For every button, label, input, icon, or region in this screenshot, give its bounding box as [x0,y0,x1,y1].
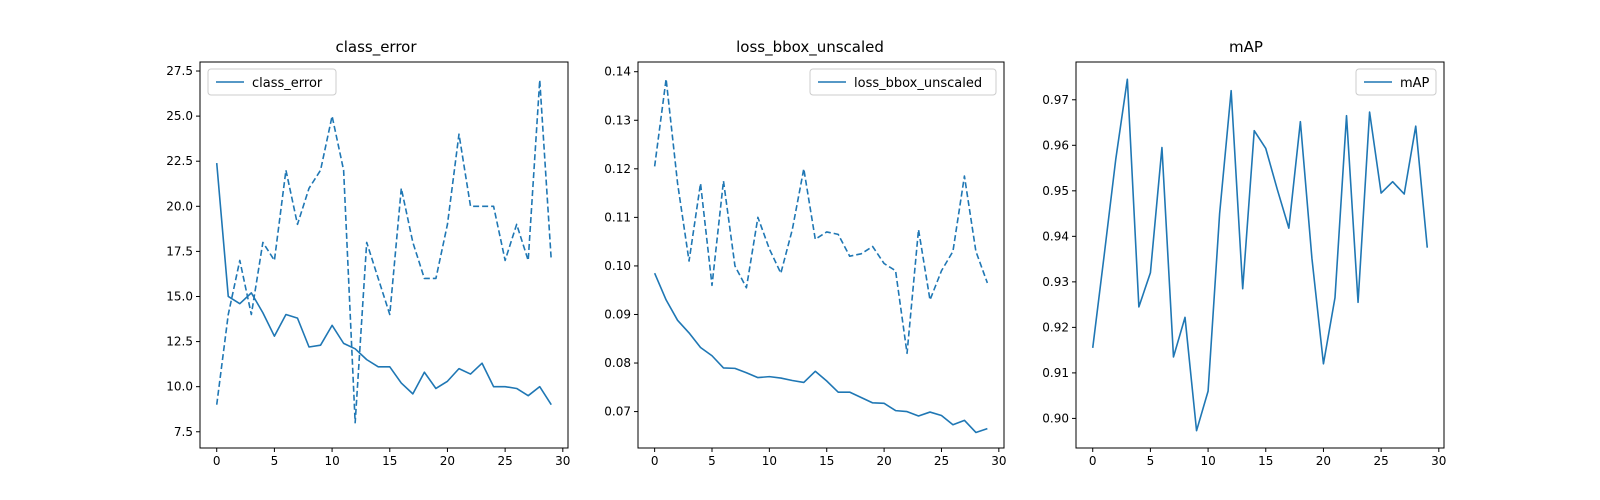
y-tick-label: 0.97 [1042,93,1069,107]
x-tick-label: 10 [762,454,777,468]
y-tick-label: 0.90 [1042,411,1069,425]
legend-label: class_error [252,76,323,91]
y-tick-label: 20.0 [166,199,193,213]
x-tick-label: 5 [271,454,279,468]
axes-frame [1075,61,1445,449]
x-tick-label: 25 [1373,454,1388,468]
axes-frame [199,61,569,449]
x-tick-label: 15 [1258,454,1273,468]
legend-box [1355,68,1437,96]
legend: class_error [207,68,337,96]
y-tick-label: 0.94 [1042,229,1069,243]
x-tick-label: 10 [1200,454,1215,468]
y-tick-label: 0.10 [604,259,631,273]
x-tick-label: 25 [497,454,512,468]
y-tick-label: 0.96 [1042,138,1069,152]
y-tick-label: 0.95 [1042,184,1069,198]
y-tick-label: 10.0 [166,380,193,394]
y-tick-label: 0.07 [604,405,631,419]
legend-label: mAP [1400,76,1430,91]
y-tick-label: 22.5 [166,154,193,168]
y-tick-label: 7.5 [174,425,193,439]
x-tick-label: 5 [1147,454,1155,468]
chart-title: class_error [335,38,417,57]
solid-series-line [215,162,552,406]
y-tick-label: 0.12 [604,162,631,176]
y-tick-label: 0.08 [604,356,631,370]
legend-box [809,68,997,96]
x-tick-label: 20 [876,454,891,468]
x-tick-label: 0 [213,454,221,468]
x-tick-label: 30 [991,454,1006,468]
x-tick-label: 0 [1089,454,1097,468]
subplot-map: mAP 0 5 10 15 20 25 30 0.90 0.91 0.92 0.93 0.94 0.95… [1042,38,1446,468]
x-tick-label: 25 [934,454,949,468]
dashed-series-line [215,79,553,424]
x-tick-label: 30 [555,454,570,468]
subplot-class-error: class_error 0 5 10 15 20 25 30 7.5 10.0 12.5 15.0 1… [166,38,570,468]
solid-series-line [653,272,988,434]
chart-title: loss_bbox_unscaled [736,38,884,57]
legend-label: loss_bbox_unscaled [854,76,982,91]
y-tick-label: 17.5 [166,244,193,258]
x-tick-label: 10 [324,454,339,468]
x-tick-label: 5 [708,454,716,468]
y-tick-label: 12.5 [166,335,193,349]
y-tick-label: 0.11 [604,210,631,224]
x-tick-label: 20 [440,454,455,468]
dashed-series-line [653,78,989,355]
y-tick-label: 0.14 [604,65,631,79]
legend: mAP [1355,68,1437,96]
y-tick-label: 0.13 [604,113,631,127]
chart-title: mAP [1229,38,1263,56]
subplot-loss-bbox-unscaled: loss_bbox_unscaled 0 5 10 15 20 25 30 0.07 0.08 0… [604,38,1006,468]
x-tick-label: 15 [819,454,834,468]
x-tick-label: 15 [382,454,397,468]
axes-frame [637,61,1005,449]
y-tick-label: 0.93 [1042,275,1069,289]
y-tick-label: 0.09 [604,307,631,321]
x-tick-label: 0 [651,454,659,468]
y-tick-label: 27.5 [166,64,193,78]
y-tick-label: 15.0 [166,289,193,303]
y-tick-label: 0.91 [1042,366,1069,380]
x-tick-label: 30 [1431,454,1446,468]
legend: loss_bbox_unscaled [809,68,997,96]
solid-series-line [1091,78,1429,432]
x-tick-label: 20 [1316,454,1331,468]
y-tick-label: 25.0 [166,109,193,123]
legend-box [207,68,337,96]
y-tick-label: 0.92 [1042,320,1069,334]
